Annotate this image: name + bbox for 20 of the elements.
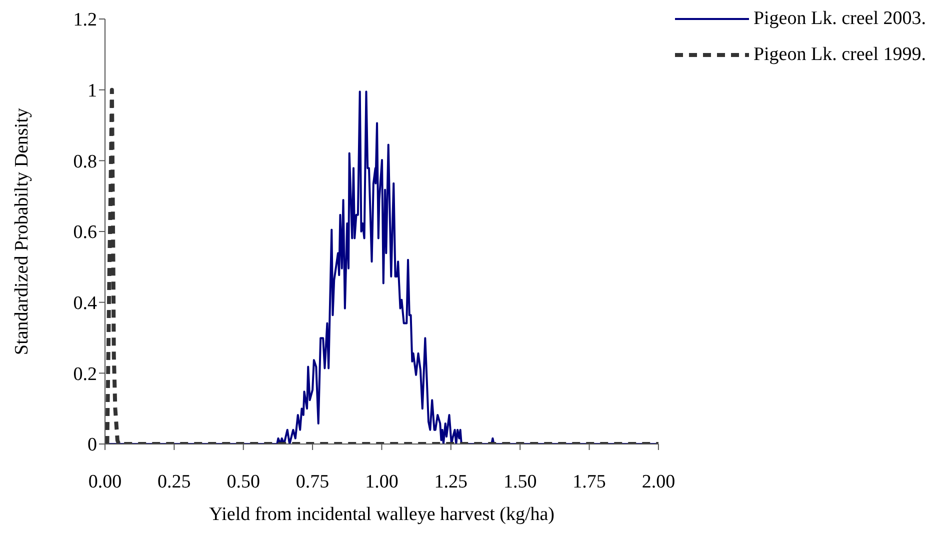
x-tick-label: 0.50 <box>226 471 260 492</box>
y-tick-label: 0.2 <box>73 364 97 385</box>
x-tick-label: 1.75 <box>572 471 606 492</box>
x-tick-label: 0.00 <box>88 471 122 492</box>
x-tick-label: 1.00 <box>365 471 398 492</box>
x-tick-label: 2.00 <box>642 471 676 492</box>
y-tick-label: 1.2 <box>73 10 97 31</box>
x-tick-label: 1.50 <box>503 471 537 492</box>
y-tick-label: 0.6 <box>73 222 97 244</box>
y-tick-label: 0.4 <box>73 293 98 314</box>
x-axis-title: Yield from incidental walleye harvest (kg/ha) <box>208 504 555 525</box>
x-tick-label: 1.25 <box>434 471 468 492</box>
x-tick-label: 0.75 <box>296 471 330 492</box>
x-tick-label: 0.25 <box>158 471 191 492</box>
y-tick-label: 0 <box>88 434 97 456</box>
y-axis-title: Standardized Probabilty Density <box>12 108 32 355</box>
legend-label: Pigeon Lk. creel 1999. <box>753 44 926 66</box>
y-tick-label: 0.8 <box>73 151 97 172</box>
legend-label: Pigeon Lk. creel 2003. <box>753 8 926 30</box>
y-tick-label: 1 <box>88 80 97 102</box>
